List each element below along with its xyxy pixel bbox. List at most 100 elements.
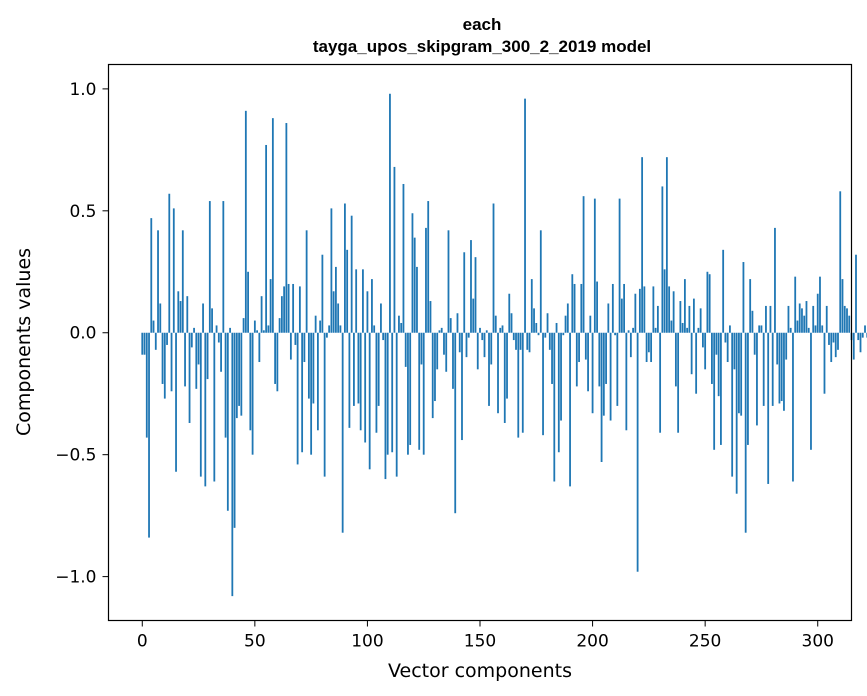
bar-component-255: [715, 332, 718, 355]
x-axis-ticks: 0 50 100 150 200 250 300: [137, 620, 834, 652]
bar-component-6: [154, 332, 157, 350]
bar-component-101: [368, 332, 371, 470]
bar-component-73: [305, 230, 308, 333]
bar-component-210: [614, 332, 616, 336]
bar-component-223: [643, 286, 646, 333]
bar-component-282: [776, 332, 779, 365]
bar-component-198: [587, 332, 589, 392]
bar-component-125: [422, 332, 425, 455]
bar-component-238: [677, 332, 680, 433]
bar-component-37: [224, 332, 227, 438]
bar-component-196: [582, 196, 585, 333]
bar-component-317: [855, 254, 857, 333]
bar-component-69: [296, 332, 299, 465]
bar-component-115: [400, 322, 403, 333]
bar-component-205: [602, 332, 605, 416]
y-tick-label: −0.5: [55, 446, 96, 466]
bar-component-9: [161, 332, 164, 384]
bar-component-247: [697, 327, 700, 333]
bar-component-156: [492, 203, 495, 333]
bar-component-275: [760, 325, 763, 333]
bar-component-250: [704, 332, 707, 370]
bar-component-39: [229, 327, 231, 333]
bar-component-267: [742, 262, 745, 333]
bar-component-150: [479, 327, 481, 333]
bar-component-243: [688, 305, 691, 333]
bar-component-127: [427, 201, 430, 333]
bar-component-216: [627, 330, 630, 333]
x-tick-label: 50: [244, 632, 266, 652]
bar-component-5: [152, 320, 155, 333]
bar-component-200: [591, 332, 594, 414]
bar-component-117: [404, 332, 407, 367]
bar-component-149: [476, 332, 479, 370]
bar-component-19: [184, 332, 186, 387]
bar-component-294: [803, 315, 806, 333]
bar-component-171: [526, 332, 529, 350]
bar-component-295: [805, 301, 808, 333]
bar-component-15: [175, 332, 177, 472]
bar-component-92: [348, 332, 351, 428]
bar-component-27: [202, 303, 204, 333]
bar-component-159: [499, 327, 502, 333]
bar-component-12: [168, 193, 171, 333]
bar-component-310: [839, 191, 842, 333]
bar-component-316: [852, 332, 855, 360]
bar-component-240: [681, 322, 684, 333]
bar-component-135: [445, 332, 448, 372]
bar-component-23: [193, 327, 195, 333]
bar-component-301: [819, 276, 821, 333]
bar-component-180: [546, 313, 549, 333]
bar-component-22: [190, 332, 193, 348]
bar-component-233: [665, 157, 668, 333]
bar-component-59: [274, 332, 277, 384]
bar-component-165: [512, 332, 515, 341]
bar-component-45: [242, 318, 245, 333]
bar-component-195: [580, 283, 583, 333]
bar-component-52: [258, 332, 261, 363]
bar-component-284: [780, 332, 783, 402]
bar-component-226: [650, 332, 653, 363]
bar-component-170: [524, 98, 526, 333]
bar-component-163: [508, 293, 511, 333]
bar-component-181: [548, 332, 551, 350]
bar-component-280: [771, 332, 774, 406]
bar-component-54: [262, 330, 265, 333]
bar-component-285: [783, 332, 785, 411]
bar-component-147: [472, 298, 475, 333]
bar-component-224: [645, 332, 648, 363]
bar-component-304: [825, 305, 828, 333]
bar-component-265: [738, 332, 740, 414]
bar-component-268: [744, 332, 747, 533]
bar-component-21: [188, 332, 191, 423]
bar-component-292: [798, 303, 801, 333]
bar-component-24: [195, 332, 198, 389]
bar-component-61: [278, 318, 281, 333]
bar-component-153: [485, 330, 488, 333]
bar-component-311: [841, 279, 844, 333]
bar-component-264: [735, 332, 738, 494]
bar-component-108: [384, 332, 387, 480]
bar-component-252: [708, 274, 711, 333]
bar-component-190: [569, 332, 571, 487]
y-tick-label: 0.0: [69, 324, 96, 344]
bar-component-308: [834, 332, 837, 358]
bar-component-138: [452, 332, 454, 389]
bar-component-161: [503, 332, 506, 423]
bar-component-28: [204, 332, 207, 487]
bar-component-230: [659, 332, 662, 433]
bar-component-235: [670, 320, 673, 333]
bar-component-234: [668, 286, 671, 333]
bar-component-82: [326, 332, 328, 338]
bar-component-100: [366, 291, 369, 333]
bar-component-314: [848, 315, 851, 333]
bar-component-83: [328, 325, 331, 333]
bar-component-306: [830, 332, 833, 363]
bar-component-20: [186, 296, 189, 333]
bar-component-221: [638, 288, 641, 333]
bar-component-60: [276, 332, 279, 392]
bar-component-133: [440, 327, 443, 333]
bar-component-87: [337, 303, 340, 333]
bar-component-289: [792, 332, 794, 482]
